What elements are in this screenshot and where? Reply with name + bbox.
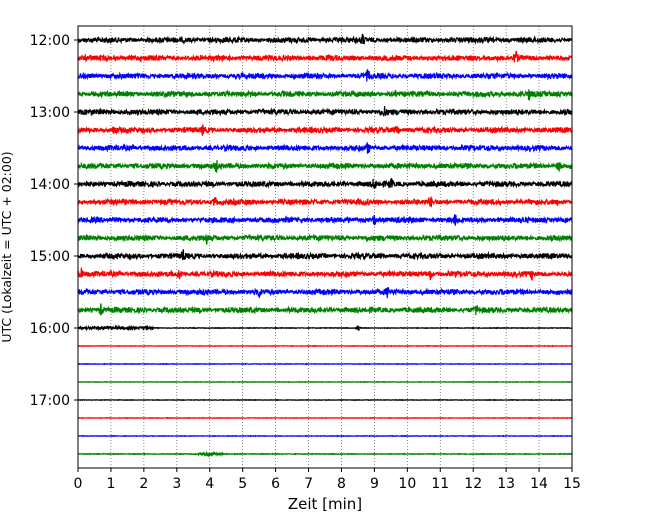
x-tick-label: 10: [398, 476, 416, 492]
x-tick-label: 15: [563, 476, 581, 492]
x-tick-label: 0: [74, 476, 83, 492]
x-tick-label: 6: [271, 476, 280, 492]
trace-1400: [77, 178, 573, 190]
x-tick-label: 1: [106, 476, 115, 492]
trace-1415: [77, 196, 573, 208]
plot-frame: [77, 25, 573, 469]
trace-1215: [77, 50, 573, 63]
trace-1600: [77, 324, 573, 332]
trace-1530: [77, 287, 573, 299]
x-tick-label: 5: [238, 476, 247, 492]
y-axis-label: UTC (Lokalzeit = UTC + 02:00): [0, 151, 14, 342]
trace-1730: [77, 434, 573, 438]
trace-1245: [77, 89, 573, 102]
y-tick-label: 14:00: [30, 177, 70, 193]
trace-1315: [77, 124, 573, 136]
trace-1500: [77, 249, 573, 261]
x-tick-label: 7: [304, 476, 313, 492]
x-axis-label: Zeit [min]: [288, 495, 362, 513]
trace-1715: [77, 416, 573, 420]
trace-1445: [77, 233, 573, 245]
traces-group: [77, 33, 573, 458]
y-axis: 12:00 13:00 14:00 15:00 16:00 17:00: [30, 33, 78, 409]
y-tick-label: 17:00: [30, 393, 70, 409]
plot-area: [78, 26, 572, 468]
x-axis: 0 1 2 3 4 5 6 7 8 9 10 11 12 13 14 15: [74, 468, 581, 492]
trace-1330: [77, 142, 573, 154]
trace-1630: [77, 362, 573, 366]
trace-1230: [77, 69, 573, 82]
trace-1645: [77, 380, 573, 384]
x-tick-label: 4: [205, 476, 214, 492]
x-tick-label: 3: [172, 476, 181, 492]
y-tick-label: 16:00: [30, 321, 70, 337]
trace-1700: [77, 398, 573, 402]
trace-1615: [77, 344, 573, 348]
y-tick-label: 13:00: [30, 105, 70, 121]
x-tick-label: 8: [337, 476, 346, 492]
trace-1515: [77, 267, 573, 281]
trace-1430: [77, 214, 573, 226]
x-tick-label: 13: [497, 476, 515, 492]
x-tick-label: 11: [431, 476, 449, 492]
trace-1545: [77, 303, 573, 316]
y-tick-label: 15:00: [30, 249, 70, 265]
trace-1345: [77, 159, 573, 174]
trace-1300: [77, 106, 573, 117]
x-tick-label: 9: [370, 476, 379, 492]
x-tick-label: 12: [464, 476, 482, 492]
trace-1745: [77, 450, 573, 458]
trace-1200: [77, 33, 573, 45]
x-tick-label: 14: [530, 476, 548, 492]
x-tick-label: 2: [139, 476, 148, 492]
y-tick-label: 12:00: [30, 33, 70, 49]
